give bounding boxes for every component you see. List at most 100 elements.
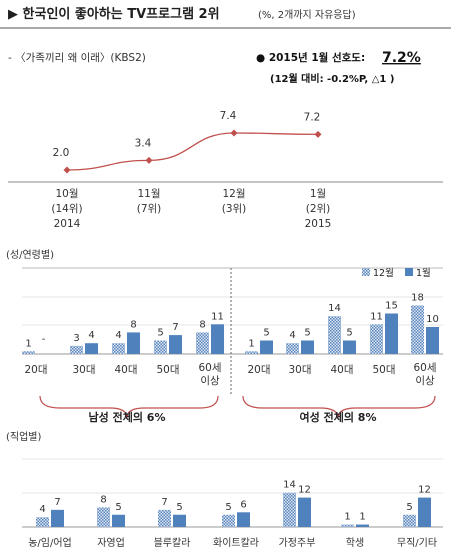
male-summary: 남성 전체의 6%: [89, 410, 166, 424]
female-label-dec: 14: [328, 303, 341, 314]
legend-swatch-dec: [362, 268, 370, 276]
male-label-dec: 4: [115, 330, 121, 341]
male-category-label: 60세 이상: [198, 362, 221, 387]
job-label-dec: 14: [283, 480, 296, 491]
trend-x-tick-label: (2위): [306, 202, 331, 215]
female-category-label: 60세 이상: [413, 362, 436, 387]
female-label-dec: 4: [289, 330, 295, 341]
job-bar-dec: [36, 517, 49, 527]
job-bar-jan: [112, 514, 125, 527]
job-label-jan: 1: [359, 512, 365, 523]
male-label-jan: 7: [172, 322, 178, 333]
female-bar-dec: [328, 316, 341, 354]
trend-data-label: 2.0: [53, 147, 70, 159]
job-bar-dec: [283, 492, 296, 527]
job-category-label: 무직/기타: [397, 537, 437, 549]
job-label-jan: 5: [176, 502, 182, 513]
trend-point: [230, 129, 238, 137]
job-category-label: 화이트칼라: [213, 536, 259, 549]
female-bar-jan: [301, 340, 314, 354]
job-bar-jan: [356, 524, 369, 527]
job-label-jan: 5: [115, 502, 121, 513]
male-bar-dec: [22, 351, 35, 354]
trend-x-tick-label: 2014: [54, 218, 81, 230]
program-name: - 〈가족끼리 왜 이래〉(KBS2): [8, 52, 146, 64]
job-category-label: 자영업: [97, 536, 125, 549]
male-label-jan: 8: [130, 319, 136, 330]
female-category-label: 40대: [330, 364, 353, 376]
trend-x-tick-label: (7위): [137, 202, 162, 215]
female-bar-jan: [385, 313, 398, 354]
female-bar-dec: [286, 343, 299, 354]
legend: 12월 1월: [362, 267, 431, 279]
legend-label-dec: 12월: [373, 267, 394, 279]
job-bar-jan: [173, 514, 186, 527]
job-bar-dec: [158, 509, 171, 527]
male-label-dec: 5: [157, 328, 163, 339]
male-label-jan: 4: [88, 330, 94, 341]
page-title: ▶ 한국인이 좋아하는 TV프로그램 2위: [8, 6, 220, 22]
trend-data-label: 3.4: [135, 137, 152, 149]
trend-point: [145, 156, 153, 164]
male-bar-dec: [196, 332, 209, 354]
trend-x-tick-label: 2015: [305, 218, 332, 230]
female-label-jan: 5: [304, 328, 310, 339]
job-section-title: (직업별): [6, 430, 42, 443]
male-label-dec: 8: [199, 319, 205, 330]
stat-label: ● 2015년 1월 선호도:: [256, 51, 365, 64]
male-bar-dec: [154, 340, 167, 354]
male-bar-jan: [211, 324, 224, 354]
male-bar-jan: [85, 343, 98, 354]
male-label-dec: 1: [25, 338, 31, 349]
job-bar-dec: [341, 524, 354, 527]
female-summary: 여성 전체의 8%: [300, 410, 377, 424]
gender-section-title: (성/연령별): [6, 249, 54, 261]
female-bar-dec: [370, 324, 383, 354]
male-bar-jan: [127, 332, 140, 354]
job-bar-dec: [403, 514, 416, 527]
male-category-label: 20대: [24, 364, 47, 376]
job-bar-jan: [298, 497, 311, 527]
trend-data-label: 7.4: [220, 110, 237, 122]
male-bracket: [39, 395, 219, 419]
job-label-jan: 7: [54, 497, 60, 508]
job-category-label: 가정주부: [279, 537, 316, 549]
legend-swatch-jan: [405, 268, 413, 276]
job-label-dec: 5: [225, 502, 231, 513]
job-label-jan: 12: [418, 485, 431, 496]
trend-chart: 2.0 10월 (14위) 2014 3.4 11월 (7위) 7.4 12월 (3위) 7.2 1월…: [8, 110, 443, 230]
female-category-label: 50대: [372, 364, 395, 376]
job-bar-dec: [222, 514, 235, 527]
trend-x-tick-label: 12월: [222, 188, 245, 200]
female-label-jan: 15: [385, 301, 398, 312]
job-bar-jan: [237, 512, 250, 527]
female-bracket: [242, 395, 436, 419]
male-label-jan: 11: [211, 311, 224, 322]
female-bar-jan: [426, 327, 439, 354]
trend-x-tick-label: 11월: [137, 188, 160, 200]
male-category-label: 30대: [72, 364, 95, 376]
male-bar-dec: [112, 343, 125, 354]
female-bar-jan: [260, 340, 273, 354]
job-bar-jan: [418, 497, 431, 527]
trend-point: [63, 166, 71, 174]
male-bar-dec: [70, 345, 83, 354]
trend-line: [66, 132, 319, 171]
male-category-label: 40대: [114, 364, 137, 376]
job-label-jan: 12: [298, 485, 311, 496]
stat-change: (12월 대비: -0.2%P, △1 ): [270, 72, 394, 85]
female-label-jan: 10: [426, 314, 439, 325]
job-label-jan: 6: [240, 499, 246, 510]
trend-point: [314, 130, 322, 138]
job-bar-dec: [97, 507, 110, 527]
trend-x-tick-label: 1월: [310, 188, 326, 200]
trend-x-tick-label: (14위): [51, 202, 82, 215]
stat-value: 7.2%: [382, 50, 421, 66]
job-category-label: 블루칼라: [154, 536, 191, 549]
title-note: (%, 2개까지 자유응답): [258, 9, 356, 21]
male-label-dec: 3: [73, 333, 79, 344]
job-label-dec: 5: [406, 502, 412, 513]
trend-x-tick-label: 10월: [55, 188, 78, 200]
female-label-dec: 1: [248, 338, 254, 349]
